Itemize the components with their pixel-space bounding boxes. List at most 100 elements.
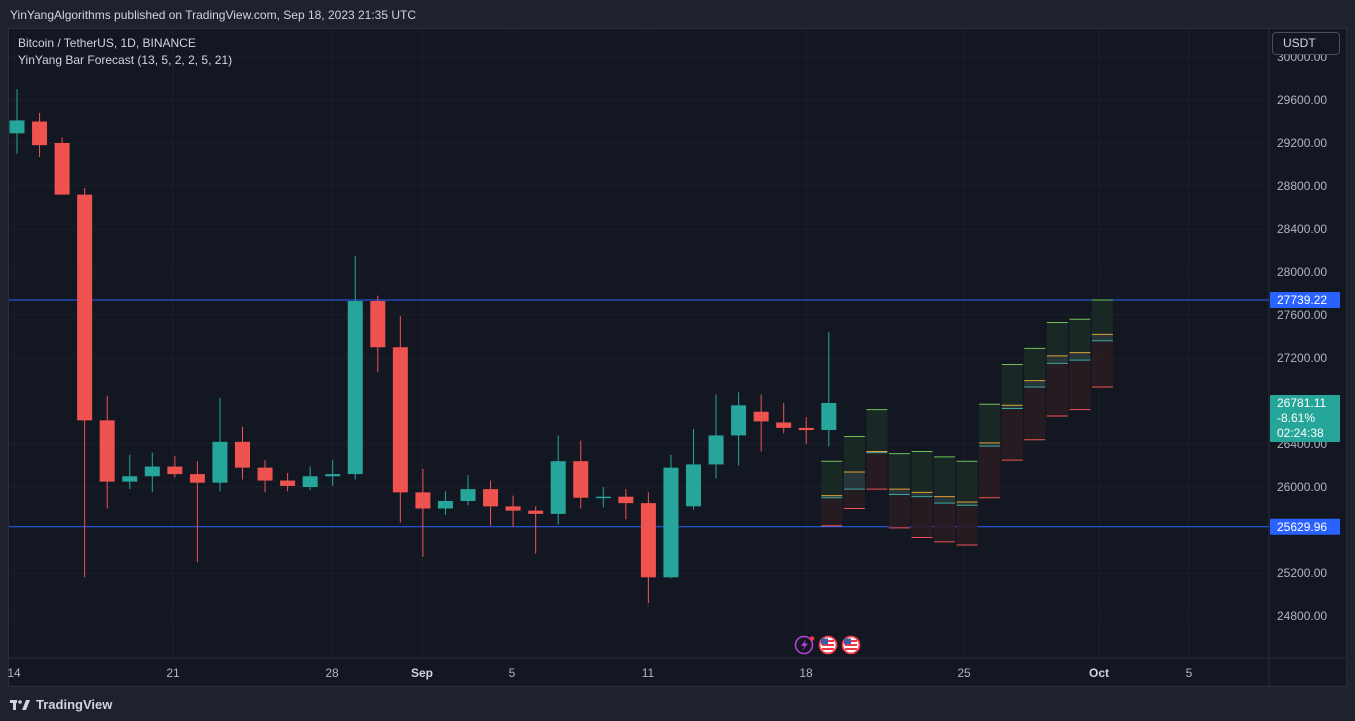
publish-header: YinYangAlgorithms published on TradingVi… <box>0 0 1355 28</box>
lower-level-price-label: 25629.96 <box>1270 518 1340 535</box>
time-tick-label: 11 <box>642 666 655 680</box>
candle-body <box>392 347 408 493</box>
lightning-event-icon[interactable] <box>794 635 815 655</box>
candle-body <box>708 435 724 465</box>
candle[interactable] <box>302 466 318 491</box>
candle[interactable] <box>798 417 814 444</box>
candle[interactable] <box>686 428 701 510</box>
candle[interactable] <box>821 332 837 447</box>
candle[interactable] <box>235 426 250 480</box>
price-tick-label: 28800.00 <box>1277 179 1327 193</box>
candle[interactable] <box>708 394 724 479</box>
forecast-bar <box>821 460 843 527</box>
candle-body <box>550 461 566 514</box>
candle-body <box>528 510 544 514</box>
candle-body <box>235 441 250 468</box>
candle[interactable] <box>212 397 228 492</box>
forecast-bar <box>1024 347 1046 441</box>
price-label-text: -8.61% <box>1277 411 1315 425</box>
candle-body <box>505 506 521 511</box>
candle[interactable] <box>99 395 115 509</box>
candle[interactable] <box>528 506 544 554</box>
candle[interactable] <box>325 460 341 486</box>
candle-body <box>663 467 679 578</box>
candle-body <box>821 403 837 431</box>
price-tick-label: 29200.00 <box>1277 136 1327 150</box>
price-tick-label: 29600.00 <box>1277 93 1327 107</box>
us-flag-event-icon[interactable] <box>841 635 861 655</box>
chart-legend: Bitcoin / TetherUS, 1D, BINANCE YinYang … <box>18 35 232 69</box>
forecast-bar <box>1069 318 1091 411</box>
candle[interactable] <box>189 461 205 563</box>
candle[interactable] <box>776 403 792 434</box>
candlesticks <box>9 89 837 604</box>
candle[interactable] <box>347 255 363 480</box>
candle[interactable] <box>32 112 48 157</box>
candle[interactable] <box>257 460 273 493</box>
candle[interactable] <box>370 295 386 372</box>
candle-body <box>189 474 205 483</box>
price-label-text: 26781.11 <box>1277 396 1326 410</box>
price-tick-label: 27600.00 <box>1277 308 1327 322</box>
candle[interactable] <box>9 89 25 154</box>
price-tick-label: 24800.00 <box>1277 609 1327 623</box>
price-label-text: 02:24:38 <box>1277 426 1324 440</box>
tradingview-logo[interactable]: TradingView <box>10 697 112 712</box>
time-tick-label: Oct <box>1089 666 1109 680</box>
price-axis-ticks: 30000.0029600.0029200.0028800.0028400.00… <box>1277 50 1327 623</box>
candle-body <box>415 492 431 509</box>
candle-body <box>618 496 634 504</box>
currency-button[interactable]: USDT <box>1272 32 1340 55</box>
price-tick-label: 28000.00 <box>1277 265 1327 279</box>
candle-body <box>573 461 589 498</box>
candle[interactable] <box>505 495 521 527</box>
candle[interactable] <box>415 468 431 557</box>
candle-body <box>99 420 115 482</box>
forecast-bar <box>1001 363 1023 461</box>
time-tick-label: 25 <box>957 666 971 680</box>
chart-grid <box>9 29 1269 658</box>
candle[interactable] <box>460 475 476 506</box>
candle[interactable] <box>753 394 769 452</box>
candle[interactable] <box>663 454 679 579</box>
candle[interactable] <box>280 473 296 492</box>
candle-body <box>144 466 160 477</box>
us-flag-event-icon[interactable] <box>818 635 838 655</box>
price-tick-label: 27200.00 <box>1277 351 1327 365</box>
candle-body <box>257 467 273 481</box>
candle[interactable] <box>595 487 611 508</box>
candle[interactable] <box>618 489 634 520</box>
candle[interactable] <box>77 188 93 578</box>
candle-body <box>686 464 701 507</box>
candle[interactable] <box>122 454 138 490</box>
indicator-title[interactable]: YinYang Bar Forecast (13, 5, 2, 2, 5, 21… <box>18 53 233 67</box>
candle-body <box>460 489 476 501</box>
time-tick-label: 21 <box>166 666 180 680</box>
candle[interactable] <box>437 491 453 515</box>
forecast-bar <box>1046 322 1068 417</box>
candle[interactable] <box>550 435 566 525</box>
candle[interactable] <box>54 137 70 195</box>
candle-body <box>77 194 93 421</box>
candle[interactable] <box>144 452 160 493</box>
candle[interactable] <box>573 440 589 509</box>
candle[interactable] <box>167 455 183 478</box>
price-axis-labels: 27739.22 25629.96 26781.11-8.61%02:24:38 <box>1270 292 1340 535</box>
tradingview-logo-icon <box>10 699 30 710</box>
candle-body <box>640 503 656 578</box>
candle[interactable] <box>640 492 656 604</box>
candle-body <box>370 301 386 348</box>
candle[interactable] <box>392 316 408 523</box>
candle-body <box>325 474 341 477</box>
candle[interactable] <box>731 392 747 466</box>
time-tick-label: 28 <box>325 666 339 680</box>
candle-body <box>347 301 363 475</box>
candle-body <box>280 480 296 486</box>
event-markers <box>794 635 861 655</box>
candle[interactable] <box>483 480 499 526</box>
time-tick-label: 18 <box>799 666 813 680</box>
time-tick-label: 5 <box>509 666 516 680</box>
symbol-title[interactable]: Bitcoin / TetherUS, 1D, BINANCE <box>18 36 196 50</box>
forecast-bar <box>1091 299 1113 388</box>
